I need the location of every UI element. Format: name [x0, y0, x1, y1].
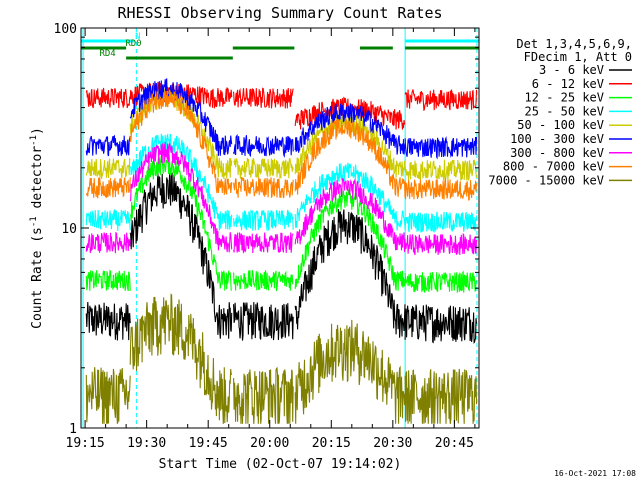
- y-axis-label-end: ): [30, 127, 45, 135]
- legend-label-3: 25 - 50 keV: [525, 104, 604, 118]
- x-tick-label-4: 20:15: [312, 436, 351, 451]
- chart-title: RHESSI Observing Summary Count Rates: [117, 4, 442, 22]
- legend-label-6: 300 - 800 keV: [510, 146, 604, 160]
- flag-n-label: N: [135, 32, 140, 42]
- x-tick-label-6: 20:45: [435, 436, 474, 451]
- series-5-line: [85, 78, 478, 160]
- legend-label-0: 3 - 6 keV: [539, 63, 604, 77]
- flag-rd4-label: RD4: [99, 49, 115, 59]
- legend-label-5: 100 - 300 keV: [510, 132, 604, 146]
- series-6-line: [85, 142, 478, 256]
- y-tick-label-0: 1: [69, 422, 77, 437]
- y-axis-label-sup: -1: [29, 216, 39, 227]
- series-7-line: [85, 89, 478, 201]
- legend-header-0: Det 1,3,4,5,6,9,: [516, 37, 632, 51]
- x-tick-label-2: 19:45: [189, 436, 228, 451]
- x-tick-label-1: 19:30: [127, 436, 166, 451]
- y-axis-label-mid: detector: [30, 146, 45, 217]
- y-tick-label-2: 100: [54, 22, 77, 37]
- y-tick-label-1: 10: [61, 222, 77, 237]
- legend-label-4: 50 - 100 keV: [517, 118, 604, 132]
- x-tick-label-3: 20:00: [250, 436, 289, 451]
- legend-label-7: 800 - 7000 keV: [503, 160, 604, 174]
- axis-ticks: 19:15 19:30 19:45 20:00 20:15 20:30 20:45 1 10 10…: [54, 22, 479, 451]
- series-0-line: [85, 172, 478, 344]
- legend-label-1: 6 - 12 keV: [532, 77, 604, 91]
- x-tick-label-5: 20:30: [373, 436, 412, 451]
- legend-label-2: 12 - 25 keV: [525, 91, 604, 105]
- legend: Det 1,3,4,5,6,9,FDecim 1, Att 03 - 6 keV…: [488, 37, 632, 187]
- legend-label-8: 7000 - 15000 keV: [488, 173, 604, 187]
- x-axis-label: Start Time (02-Oct-07 19:14:02): [159, 457, 402, 472]
- series-2-line: [85, 154, 478, 293]
- y-axis-label: Count Rate (s-1 detector-1): [29, 127, 45, 329]
- generated-timestamp: 16-Oct-2021 17:08: [554, 469, 636, 478]
- y-axis-label-main: Count Rate (s: [30, 227, 45, 329]
- series-3-line: [85, 132, 478, 233]
- flag-rd0-label: RD0: [125, 39, 141, 49]
- y-axis-label-sup2: -1: [29, 135, 39, 146]
- series-8-line: [85, 293, 478, 424]
- x-tick-label-0: 19:15: [66, 436, 105, 451]
- legend-header-1: FDecim 1, Att 0: [524, 50, 632, 64]
